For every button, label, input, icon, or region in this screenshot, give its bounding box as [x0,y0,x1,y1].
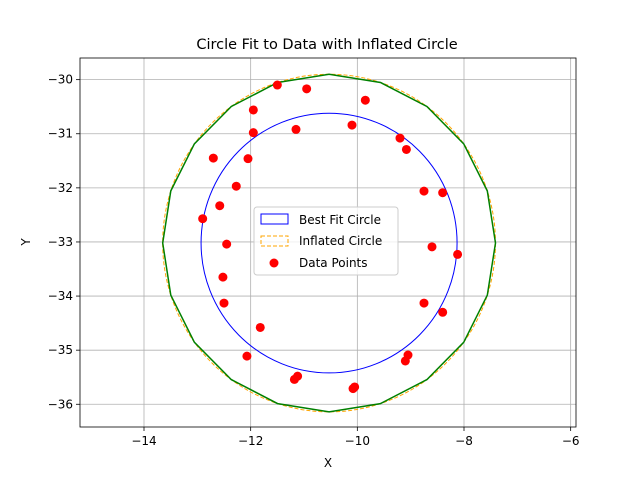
legend-label-best-fit-circle: Best Fit Circle [299,213,381,227]
data-point [438,188,448,198]
x-tick-label: −14 [131,434,156,448]
y-tick-label: −33 [48,235,73,249]
data-point [242,351,252,361]
data-point [348,384,358,394]
y-tick-label: −30 [48,73,73,87]
axis-ticks: −14 −12 −10 −8 −6 −30 −31 −32 −33 −34 −35 −36 [48,73,580,448]
y-tick-label: −35 [48,343,73,357]
y-tick-label: −31 [48,127,73,141]
data-point [302,84,312,94]
legend-swatch-best-fit-circle [260,213,289,225]
x-tick-label: −8 [455,434,473,448]
data-point [272,80,282,90]
data-point [248,128,258,138]
data-point [289,374,299,384]
legend-swatch-inflated-circle [260,235,289,247]
data-point [400,356,410,366]
data-point [453,249,463,259]
legend-label-data-points: Data Points [299,256,368,270]
legend-swatch-data-points [269,258,279,268]
y-axis-label: Y [19,238,33,247]
data-point [219,298,229,308]
best-fit-circle [200,112,458,374]
data-point [360,95,370,105]
data-point [255,322,265,332]
legend-frame [253,206,399,276]
y-tick-label: −36 [48,397,73,411]
data-point [347,120,357,130]
chart-title: Circle Fit to Data with Inflated Circle [196,37,457,53]
y-tick-label: −32 [48,181,73,195]
data-point [401,144,411,154]
y-tick-label: −34 [48,289,73,303]
data-point [243,154,253,164]
plot-area [161,73,497,413]
data-point [419,298,429,308]
data-point [208,153,218,163]
data-point [248,105,258,115]
legend-label-inflated-circle: Inflated Circle [299,234,382,248]
x-tick-label: −12 [238,434,263,448]
green-polygon [161,73,497,413]
axes-frame [79,57,577,428]
x-tick-label: −6 [562,434,580,448]
data-point [198,214,208,224]
data-point [395,133,405,143]
data-point [427,242,437,252]
data-point [419,186,429,196]
legend: Best Fit Circle Inflated Circle Data Poi… [253,206,399,276]
data-point [222,239,232,249]
data-point [215,201,225,211]
data-point [291,124,301,134]
x-tick-label: −10 [345,434,370,448]
data-point [218,272,228,282]
x-axis-label: X [324,456,332,470]
data-point [438,307,448,317]
data-point [231,181,241,191]
